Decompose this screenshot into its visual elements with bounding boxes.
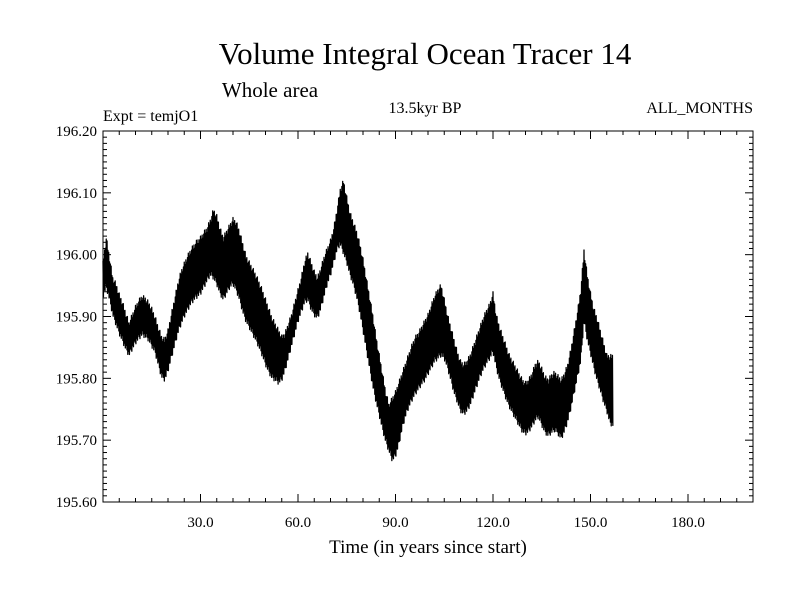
months-label: ALL_MONTHS [646,100,753,117]
x-tick-label: 90.0 [382,515,408,531]
y-tick-label: 195.70 [56,433,97,449]
y-tick-label: 195.80 [56,371,97,387]
x-axis-label: Time (in years since start) [329,537,527,558]
x-tick-label: 60.0 [285,515,311,531]
y-tick-label: 195.60 [56,495,97,511]
chart-title: Volume Integral Ocean Tracer 14 [219,36,632,71]
y-tick-label: 195.90 [56,310,97,326]
x-tick-label: 30.0 [187,515,213,531]
plot-frame [102,130,754,503]
y-tick-label: 196.10 [56,186,97,202]
period-label: 13.5kyr BP [389,100,462,117]
x-tick-label: 120.0 [476,515,510,531]
experiment-label: Expt = temjO1 [103,108,198,125]
series-line [102,180,614,462]
x-tick-label: 150.0 [574,515,608,531]
y-ticks: 195.60 195.70 195.80 195.90 196.00 196.10 196.… [56,124,753,511]
series-group [102,180,614,462]
y-tick-label: 196.00 [56,248,97,264]
chart-subtitle: Whole area [222,78,319,102]
x-ticks: 30.0 60.0 90.0 120.0 150.0 180.0 [118,131,738,531]
x-tick-label: 180.0 [671,515,705,531]
y-tick-label: 196.20 [56,124,97,140]
